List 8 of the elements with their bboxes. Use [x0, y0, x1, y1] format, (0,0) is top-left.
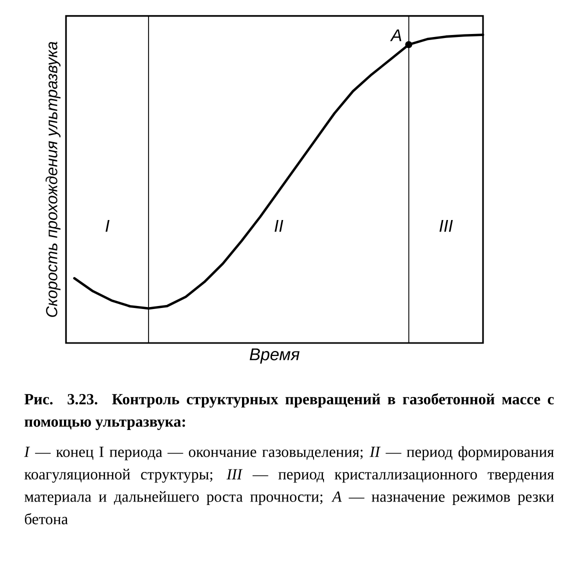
annotation: I — [106, 220, 110, 232]
annotation: II — [274, 220, 284, 232]
text: Рис. 3.23. Контроль структурных превращений в газобетонной массе с помощью ультразвука: — [24, 393, 554, 430]
x-axis-title: Время — [250, 348, 300, 364]
annotation: III — [440, 220, 453, 232]
annotation: A — [390, 29, 402, 42]
y-axis-title: Скорость прохождения ультразвука — [46, 42, 60, 317]
text: I — конец I периода — окончание газовыделения; II — период формирования коагуляционной структуры; III — период кристаллизационного твердения материала и дальнейшего роста прочности; A — назначение режимов резки бетона — [24, 446, 554, 524]
